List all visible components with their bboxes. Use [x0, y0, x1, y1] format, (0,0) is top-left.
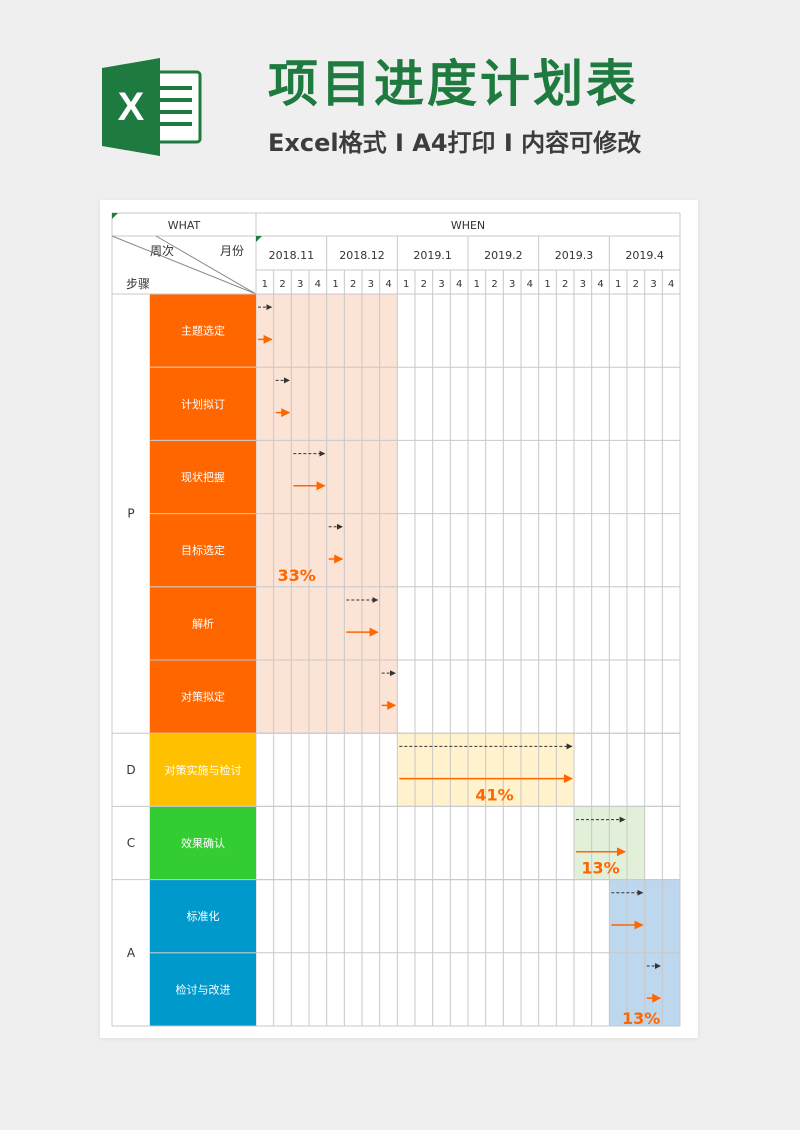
task-label: 效果确认 [181, 836, 225, 850]
month-label: 2019.4 [625, 249, 664, 262]
phase-code-p: P [127, 507, 134, 521]
week-label: 1 [332, 279, 338, 290]
task-label: 检讨与改进 [176, 982, 231, 996]
week-label: 3 [580, 279, 586, 290]
percent-label-d: 41% [475, 786, 513, 805]
week-label: 3 [368, 279, 374, 290]
week-label: 1 [615, 279, 621, 290]
task-label: 主题选定 [181, 324, 225, 338]
week-label: 1 [403, 279, 409, 290]
percent-label-c: 13% [581, 859, 619, 878]
week-label: 2 [562, 279, 568, 290]
task-label: 对策实施与检讨 [165, 763, 242, 777]
week-label: 3 [438, 279, 444, 290]
task-cell [150, 953, 256, 1026]
task-label: 目标选定 [181, 543, 225, 557]
page-title: 项目进度计划表 [268, 55, 639, 113]
month-label: 2019.2 [484, 249, 523, 262]
task-cell [150, 294, 256, 367]
week-label: 4 [315, 279, 321, 290]
task-cell [150, 514, 256, 587]
step-header: 步骤 [126, 277, 150, 291]
header-diagonal [155, 235, 257, 295]
month-label: 2019.1 [413, 249, 452, 262]
task-label: 解析 [192, 616, 214, 630]
task-cell [150, 806, 256, 880]
week-label: 3 [509, 279, 515, 290]
what-label: WHAT [168, 219, 201, 232]
phase-code-d: D [126, 763, 135, 777]
phase-code-a: A [127, 946, 136, 960]
logo-letter: X [118, 85, 145, 129]
week-label: 3 [650, 279, 656, 290]
week-label: 4 [527, 279, 533, 290]
month-label: 2018.11 [269, 249, 315, 262]
week-label: 4 [385, 279, 391, 290]
header-diagonal [111, 235, 257, 295]
week-label: 4 [668, 279, 674, 290]
task-cell [150, 587, 256, 660]
week-label: 1 [474, 279, 480, 290]
month-label: 2018.12 [339, 249, 385, 262]
task-cell [150, 660, 256, 733]
cell-mark-icon [112, 213, 118, 219]
week-label: 4 [456, 279, 462, 290]
when-label: WHEN [451, 219, 485, 232]
week-label: 1 [262, 279, 268, 290]
task-cell [150, 880, 256, 953]
task-cell [150, 440, 256, 514]
week-label: 3 [297, 279, 303, 290]
page-subtitle: Excel格式 I A4打印 I 内容可修改 [268, 129, 642, 157]
week-label: 2 [491, 279, 497, 290]
month-label: 2019.3 [555, 249, 594, 262]
week-label: 2 [421, 279, 427, 290]
cell-mark-icon [256, 236, 262, 242]
week-label: 2 [350, 279, 356, 290]
week-header: 周次 [150, 244, 174, 258]
task-label: 对策拟定 [181, 690, 225, 704]
week-label: 4 [597, 279, 603, 290]
month-header: 月份 [220, 244, 244, 258]
week-label: 2 [279, 279, 285, 290]
task-cell [150, 733, 256, 806]
percent-label-a: 13% [622, 1009, 660, 1028]
task-label: 现状把握 [181, 470, 225, 484]
task-cell [150, 367, 256, 440]
week-label: 2 [633, 279, 639, 290]
percent-label-p: 33% [277, 566, 315, 585]
excel-logo-icon: X [102, 58, 202, 156]
phase-code-c: C [127, 836, 135, 850]
week-label: 1 [544, 279, 550, 290]
spreadsheet-sheet: 1 2 3 4 2018.11 1 2 3 4 2018.12 1 2 3 4 2019.1 1 2 3 4 2019… [100, 200, 698, 1038]
task-label: 标准化 [187, 909, 220, 923]
task-label: 计划拟订 [181, 397, 225, 411]
